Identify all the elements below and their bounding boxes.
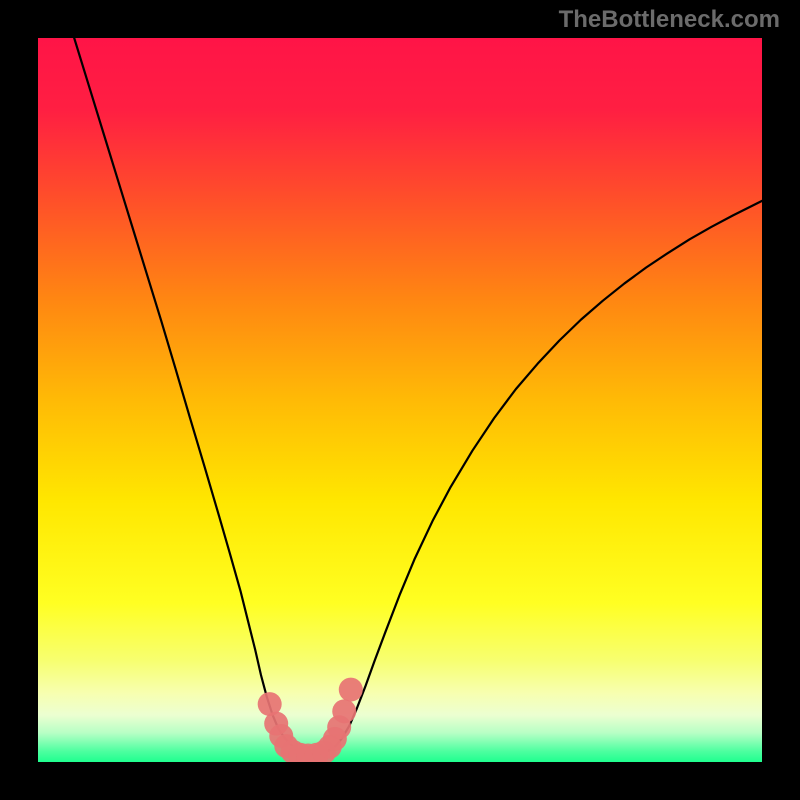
watermark-text: TheBottleneck.com bbox=[559, 6, 780, 34]
chart-container: TheBottleneck.com bbox=[0, 0, 800, 800]
curve-marker bbox=[339, 678, 363, 702]
curve-marker bbox=[332, 699, 356, 723]
plot-area bbox=[38, 38, 762, 762]
plot-background bbox=[38, 38, 762, 762]
plot-svg bbox=[38, 38, 762, 762]
